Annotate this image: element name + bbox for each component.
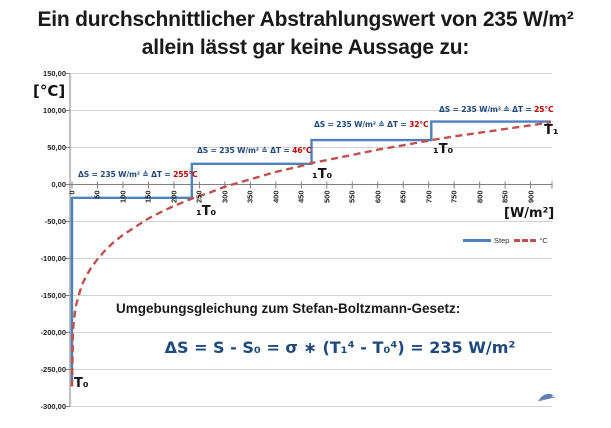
step-annotation: ΔS = 235 W/m² ≙ ΔT = 32°C xyxy=(314,120,429,129)
y-axis-unit-label: [°C] xyxy=(33,82,66,100)
point-label: ₁T₀ xyxy=(312,167,333,182)
step-annotation: ΔS = 235 W/m² ≙ ΔT = 46°C xyxy=(197,146,312,155)
x-tick-label: 300 xyxy=(220,190,230,204)
chart-legend: Step °C xyxy=(463,236,548,245)
slide-title-line-1: Ein durchschnittlicher Abstrahlungswert … xyxy=(37,8,574,31)
annotation-prefix: ΔS = 235 W/m² ≙ ΔT = xyxy=(314,120,410,129)
y-tick-label: -50,00 xyxy=(44,216,66,226)
legend-entry: °C xyxy=(514,236,548,245)
step-annotation: ΔS = 235 W/m² ≙ ΔT = 25°C xyxy=(439,105,554,114)
annotation-delta-t-value: 46°C xyxy=(292,146,312,155)
x-tick-label: 0 xyxy=(67,190,77,195)
y-tick-label: 0,00 xyxy=(51,179,66,189)
slide-title: Ein durchschnittlicher Abstrahlungswert … xyxy=(0,6,611,62)
x-tick-label: 400 xyxy=(271,190,281,204)
y-tick-label: -300,00 xyxy=(40,401,66,411)
watermark-logo-icon xyxy=(537,393,556,402)
x-tick-label: 100 xyxy=(118,190,128,204)
legend-line-sample xyxy=(514,239,537,242)
x-tick-label: 450 xyxy=(296,190,306,204)
annotation-delta-t-value: 25°C xyxy=(534,105,554,114)
equation-heading: Umgebungsgleichung zum Stefan-Boltzmann-… xyxy=(116,301,461,316)
annotation-prefix: ΔS = 235 W/m² ≙ ΔT = xyxy=(439,105,535,114)
x-tick-label: 800 xyxy=(475,190,485,204)
y-tick-label: 150,00 xyxy=(43,68,66,78)
point-label: T₁ xyxy=(544,123,559,138)
x-tick-label: 600 xyxy=(373,190,383,204)
point-label: ₁T₀ xyxy=(196,204,217,219)
stefan-boltzmann-formula: ΔS = S - S₀ = σ ∗ (T₁⁴ - T₀⁴) = 235 W/m² xyxy=(164,338,516,357)
x-tick-label: 700 xyxy=(424,190,434,204)
annotation-prefix: ΔS = 235 W/m² ≙ ΔT = xyxy=(197,146,293,155)
y-tick-label: -100,00 xyxy=(40,253,66,263)
step-annotation: ΔS = 235 W/m² ≙ ΔT = 255°C xyxy=(78,170,198,179)
y-tick-label: -150,00 xyxy=(40,290,66,300)
x-axis-unit-label: [W/m²] xyxy=(504,206,555,221)
x-tick-label: 50 xyxy=(92,190,102,199)
legend-label: °C xyxy=(539,236,548,245)
annotation-prefix: ΔS = 235 W/m² ≙ ΔT = xyxy=(78,170,174,179)
legend-label: Step xyxy=(494,236,510,245)
point-label: ₁T₀ xyxy=(433,142,454,157)
legend-entry: Step xyxy=(463,236,509,245)
y-tick-label: -250,00 xyxy=(40,364,66,374)
annotation-delta-t-value: 32°C xyxy=(409,120,429,129)
x-tick-label: 500 xyxy=(322,190,332,204)
x-tick-label: 150 xyxy=(143,190,153,204)
x-tick-label: 650 xyxy=(398,190,408,204)
y-tick-label: 100,00 xyxy=(43,105,66,115)
y-tick-label: 50,00 xyxy=(47,142,66,152)
x-tick-label: 750 xyxy=(449,190,459,204)
annotation-delta-t-value: 255°C xyxy=(173,170,198,179)
point-label: T₀ xyxy=(74,376,89,391)
y-tick-label: -200,00 xyxy=(40,327,66,337)
legend-line-sample xyxy=(463,239,491,242)
x-tick-label: 200 xyxy=(169,190,179,204)
x-tick-label: 550 xyxy=(347,190,357,204)
x-tick-label: 350 xyxy=(245,190,255,204)
slide-title-line-2: allein lässt gar keine Aussage zu: xyxy=(141,36,470,59)
series-curve xyxy=(70,121,552,387)
